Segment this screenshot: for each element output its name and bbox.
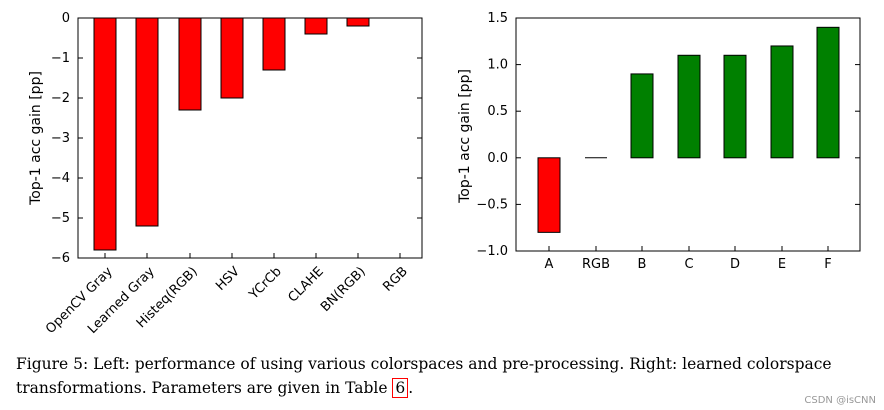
left-y-tick-label: 0 — [62, 11, 70, 26]
left-bar-learned-gray — [135, 17, 159, 227]
left-y-axis: 0 −1 −2 −3 −4 −5 −6 — [51, 11, 422, 266]
right-bar-b — [630, 73, 654, 159]
right-x-axis: A RGB B C D E F — [545, 246, 832, 272]
right-y-axis: 1.5 1.0 0.5 0.0 −0.5 −1.0 — [476, 11, 860, 259]
left-y-axis-label: Top-1 acc gain [pp] — [28, 71, 44, 206]
left-bars — [93, 17, 370, 251]
caption-text: Figure 5: Left: performance of using var… — [16, 355, 832, 397]
left-x-tick-label: RGB — [380, 264, 410, 294]
right-y-tick-label: 1.5 — [487, 11, 508, 26]
left-y-tick-label: −3 — [51, 131, 70, 146]
right-x-tick-label: D — [730, 257, 740, 272]
right-bar-a — [537, 157, 561, 233]
right-y-tick-label: −1.0 — [476, 244, 508, 259]
right-x-tick-label: B — [638, 257, 647, 272]
right-bars — [537, 26, 840, 233]
left-y-tick-label: −5 — [51, 211, 70, 226]
left-y-tick-label: −4 — [51, 171, 70, 186]
left-y-tick-label: −1 — [51, 51, 70, 66]
left-y-tick-label: −2 — [51, 91, 70, 106]
right-bar-chart: 1.5 1.0 0.5 0.0 −0.5 −1.0 A RGB B C D E F Top-1 acc… — [457, 11, 861, 272]
caption-end: . — [408, 379, 414, 397]
right-bar-e — [770, 45, 794, 159]
left-bar-histeq-rgb- — [178, 17, 202, 111]
right-plot-frame — [515, 17, 861, 252]
left-bar-clahe — [304, 17, 328, 35]
left-x-tick-label: HSV — [213, 264, 243, 294]
right-x-tick-label: C — [684, 257, 693, 272]
right-bar-d — [723, 54, 747, 159]
right-y-tick-label: 0.0 — [487, 151, 508, 166]
right-bar-f — [816, 26, 840, 159]
left-x-tick-label: YCrCb — [246, 264, 285, 303]
right-y-axis-label: Top-1 acc gain [pp] — [457, 69, 473, 204]
right-y-tick-label: 1.0 — [487, 58, 508, 73]
watermark: CSDN @isCNN — [804, 395, 876, 406]
left-y-tick-label: −6 — [51, 251, 70, 266]
figure-caption: Figure 5: Left: performance of using var… — [16, 352, 878, 400]
left-x-tick-label: BN(RGB) — [318, 264, 369, 315]
right-x-tick-label: A — [545, 257, 554, 272]
right-x-tick-label: F — [824, 257, 831, 272]
right-bar-c — [677, 54, 701, 159]
left-plot-frame — [77, 17, 423, 259]
left-bar-ycrcb — [262, 17, 286, 71]
right-x-tick-label: RGB — [582, 257, 610, 272]
right-x-tick-label: E — [778, 257, 786, 272]
left-bar-opencv-gray — [93, 17, 117, 251]
table-reference-link[interactable]: 6 — [392, 378, 409, 398]
left-bar-bn-rgb- — [346, 17, 370, 27]
right-y-tick-label: −0.5 — [476, 197, 508, 212]
right-y-tick-label: 0.5 — [487, 104, 508, 119]
left-bar-hsv — [220, 17, 244, 99]
left-x-tick-label: CLAHE — [285, 264, 326, 305]
